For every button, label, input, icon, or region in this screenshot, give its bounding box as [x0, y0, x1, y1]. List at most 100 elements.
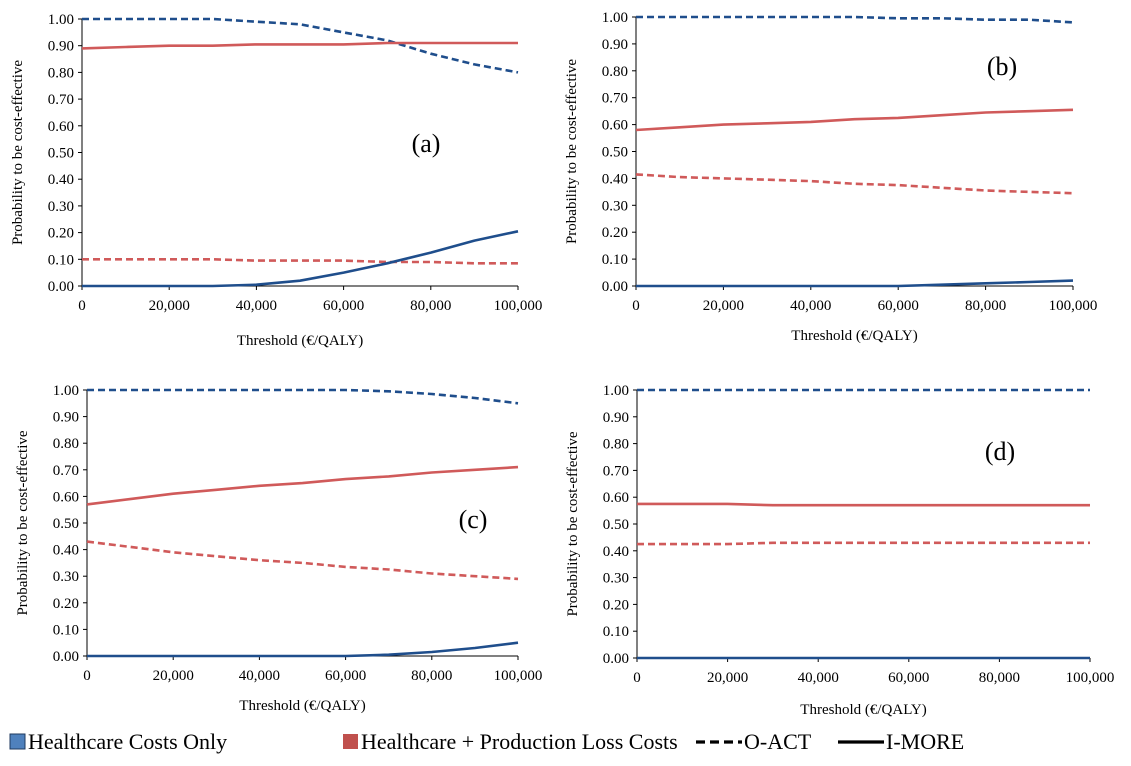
y-tick-label: 0.70 — [603, 463, 629, 479]
y-tick-label: 0.60 — [602, 118, 628, 134]
y-tick-label: 0.70 — [53, 463, 79, 479]
x-tick-label: 40,000 — [790, 298, 831, 314]
y-tick-label: 0.30 — [53, 569, 79, 585]
healthcare-only-o-act-line — [87, 388, 519, 405]
y-tick-label: 1.00 — [48, 12, 74, 28]
y-tick-label: 0.50 — [602, 145, 628, 161]
x-tick-label: 60,000 — [323, 298, 364, 314]
y-tick-label: 0.80 — [53, 436, 79, 452]
legend-item: I-MORE — [838, 729, 964, 754]
healthcare-only-o-act-line — [636, 15, 1074, 24]
x-tick-label: 0 — [83, 668, 91, 684]
healthcare-production-loss-i-more-line — [86, 465, 519, 506]
x-tick-label: 40,000 — [798, 670, 839, 686]
y-tick-label: 0.40 — [602, 171, 628, 187]
healthcare-production-loss-o-act-line — [637, 541, 1090, 546]
y-tick-label: 0.30 — [48, 199, 74, 215]
x-axis-title: Threshold (€/QALY) — [239, 698, 365, 714]
chart-panels: 0.00 0.10 0.20 0.30 0.40 0.50 0.60 0.70 0.80 0.90… — [10, 10, 1114, 718]
y-tick-label: 0.40 — [603, 544, 629, 560]
y-tick-label: 0.30 — [602, 198, 628, 214]
x-tick-label: 80,000 — [965, 298, 1006, 314]
y-tick-label: 0.00 — [53, 649, 79, 665]
panel-label: (c) — [459, 505, 488, 534]
x-tick-label: 100,000 — [494, 298, 543, 314]
legend-label: Healthcare + Production Loss Costs — [361, 729, 678, 754]
y-tick-label: 0.20 — [602, 225, 628, 241]
y-tick-label: 0.30 — [603, 571, 629, 587]
panel-label: (d) — [985, 437, 1015, 466]
legend-swatch — [343, 734, 358, 749]
chart-panel: 0.00 0.10 0.20 0.30 0.40 0.50 0.60 0.70 0.80 0.90… — [10, 12, 542, 349]
y-tick-label: 0.20 — [603, 597, 629, 613]
x-axis-title: Threshold (€/QALY) — [791, 328, 917, 344]
y-tick-label: 0.10 — [603, 624, 629, 640]
y-tick-label: 0.90 — [53, 410, 79, 426]
y-axis-title: Probability to be cost-effective — [564, 59, 580, 244]
y-axis-title: Probability to be cost-effective — [15, 430, 31, 615]
chart-panel: 0.00 0.10 0.20 0.30 0.40 0.50 0.60 0.70 0.80 0.90… — [564, 10, 1097, 344]
y-tick-label: 0.90 — [48, 39, 74, 55]
x-tick-label: 100,000 — [1049, 298, 1098, 314]
y-tick-label: 0.00 — [602, 279, 628, 295]
x-axis-title: Threshold (€/QALY) — [237, 333, 363, 349]
y-tick-label: 0.20 — [48, 226, 74, 242]
y-tick-label: 0.70 — [602, 91, 628, 107]
x-tick-label: 80,000 — [979, 670, 1020, 686]
y-axis-title: Probability to be cost-effective — [10, 60, 26, 245]
y-tick-label: 0.20 — [53, 596, 79, 612]
y-tick-label: 0.80 — [602, 64, 628, 80]
healthcare-only-i-more-line — [82, 230, 519, 288]
y-tick-label: 1.00 — [602, 10, 628, 26]
healthcare-only-i-more-line — [87, 641, 519, 658]
y-tick-label: 0.00 — [48, 279, 74, 295]
chart-panel: 0.00 0.10 0.20 0.30 0.40 0.50 0.60 0.70 0.80 0.90… — [565, 383, 1114, 718]
healthcare-production-loss-i-more-line — [81, 41, 518, 50]
healthcare-production-loss-i-more-line — [635, 108, 1074, 132]
x-tick-label: 60,000 — [325, 668, 366, 684]
panel-label: (a) — [412, 129, 441, 158]
x-tick-label: 20,000 — [149, 298, 190, 314]
legend-item: Healthcare + Production Loss Costs — [343, 729, 678, 754]
y-tick-label: 0.40 — [53, 543, 79, 559]
y-tick-label: 0.10 — [602, 252, 628, 268]
x-tick-label: 100,000 — [1066, 670, 1115, 686]
chart-panel: 0.00 0.10 0.20 0.30 0.40 0.50 0.60 0.70 0.80 0.90… — [15, 383, 542, 714]
x-tick-label: 20,000 — [703, 298, 744, 314]
x-tick-label: 80,000 — [411, 668, 452, 684]
legend: Healthcare Costs Only Healthcare + Produc… — [9, 729, 964, 754]
y-tick-label: 0.50 — [48, 146, 74, 162]
healthcare-production-loss-o-act-line — [635, 173, 1074, 195]
healthcare-only-o-act-line — [82, 17, 519, 74]
x-tick-label: 40,000 — [239, 668, 280, 684]
x-axis-title: Threshold (€/QALY) — [800, 702, 926, 718]
x-tick-label: 20,000 — [707, 670, 748, 686]
y-tick-label: 0.60 — [53, 489, 79, 505]
x-tick-label: 60,000 — [888, 670, 929, 686]
y-tick-label: 0.90 — [602, 37, 628, 53]
y-tick-label: 0.50 — [53, 516, 79, 532]
y-tick-label: 0.40 — [48, 172, 74, 188]
legend-item: O-ACT — [696, 729, 812, 754]
x-tick-label: 0 — [632, 298, 640, 314]
y-tick-label: 1.00 — [53, 383, 79, 399]
healthcare-production-loss-o-act-line — [86, 540, 519, 581]
legend-label: I-MORE — [886, 729, 964, 754]
x-tick-label: 100,000 — [494, 668, 543, 684]
panel-label: (b) — [987, 52, 1017, 81]
legend-label: O-ACT — [744, 729, 812, 754]
x-tick-label: 0 — [78, 298, 86, 314]
y-axis-title: Probability to be cost-effective — [565, 431, 581, 616]
legend-label: Healthcare Costs Only — [28, 729, 227, 754]
y-tick-label: 0.90 — [603, 410, 629, 426]
y-tick-label: 0.10 — [53, 622, 79, 638]
y-tick-label: 0.80 — [603, 437, 629, 453]
x-tick-label: 20,000 — [153, 668, 194, 684]
x-tick-label: 0 — [633, 670, 641, 686]
legend-swatch — [9, 733, 26, 750]
y-tick-label: 0.10 — [48, 252, 74, 268]
legend-item: Healthcare Costs Only — [9, 729, 227, 754]
x-tick-label: 60,000 — [878, 298, 919, 314]
y-tick-label: 0.80 — [48, 65, 74, 81]
